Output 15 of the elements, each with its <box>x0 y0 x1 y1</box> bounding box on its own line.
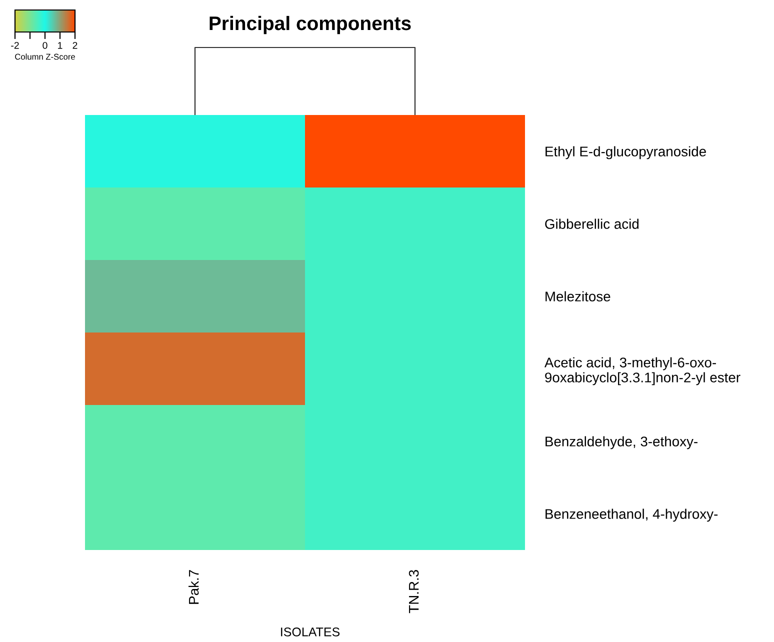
y-tick-label: Ethyl E-d-glucopyranoside <box>546 146 706 160</box>
y-tick-label: Gibberellic acid <box>545 218 638 229</box>
y-tick-label: Benzaldehyde, 3-ethoxy- <box>546 436 698 450</box>
y-tick-label: Melezitose <box>546 291 610 302</box>
color-bar-label: -2 <box>11 42 19 49</box>
x-tick-label: Pak.7 <box>188 570 199 604</box>
y-tick-label: Acetic acid, 3-methyl-6-oxo- 9oxabicyclo[3.3.1]non-2-yl ester <box>544 357 740 386</box>
color-bar-title: Column Z-Score <box>15 54 75 60</box>
color-bar-label: 0 <box>42 42 48 49</box>
x-axis-title: ISOLATES <box>281 628 340 636</box>
y-tick-label: Benzeneethanol, 4-hydroxy- <box>546 508 718 522</box>
color-bar-label: 1 <box>58 42 62 49</box>
x-tick-label: TN.R.3 <box>408 570 419 614</box>
chart-title: Principal components <box>210 16 411 34</box>
color-bar-label: 2 <box>72 42 78 49</box>
